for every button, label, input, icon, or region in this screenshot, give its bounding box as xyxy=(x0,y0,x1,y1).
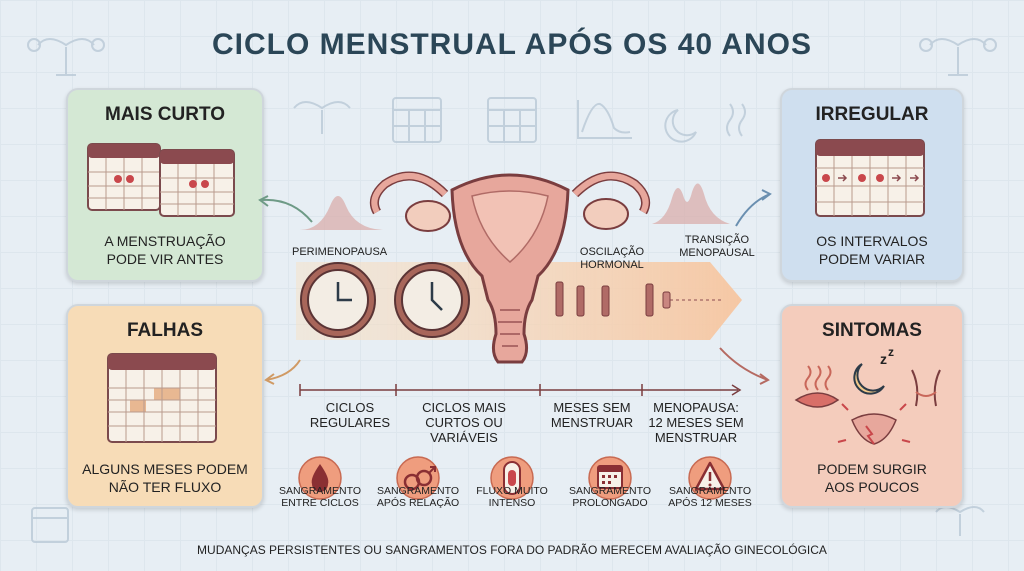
faint-moon-icon xyxy=(664,109,697,143)
clock-icon xyxy=(394,262,470,338)
pelvic-pain-icon xyxy=(837,403,911,445)
card-title: MAIS CURTO xyxy=(105,104,225,125)
faint-calendar-icon xyxy=(31,507,69,543)
warning-label: SANGRAMENTO PROLONGADO xyxy=(568,485,652,509)
stage-ciclos-regulares: CICLOS REGULARES xyxy=(309,400,391,430)
card-title: SINTOMAS xyxy=(822,320,922,341)
card-text: ALGUNS MESES PODEM NÃO TER FLUXO xyxy=(82,461,248,495)
card-text: A MENSTRUAÇÃO PODE VIR ANTES xyxy=(104,233,226,267)
arrow-to-sintomas xyxy=(719,347,769,381)
phase-label-perimenopausa: PERIMENOPAUSA xyxy=(292,246,388,258)
moon-sleep-icon: z z xyxy=(853,345,894,395)
hormone-wave-left xyxy=(300,196,386,230)
faint-uterus-icon xyxy=(919,38,997,76)
arrow-to-mais-curto xyxy=(261,198,313,223)
calendar-icon xyxy=(107,353,217,443)
blood-drop-icon xyxy=(298,456,342,500)
body-icon xyxy=(911,369,941,407)
clock-icon xyxy=(300,262,376,338)
warning-label: SANGRAMENTO APÓS 12 MESES xyxy=(668,485,752,509)
warning-label: FLUXO MUITO INTENSO xyxy=(476,485,548,509)
card-text: OS INTERVALOS PODEM VARIAR xyxy=(816,233,928,267)
faint-calendar-icon xyxy=(487,97,537,143)
faint-uterus-icon xyxy=(293,101,351,134)
lips-icon xyxy=(794,392,840,408)
faint-chart-icon xyxy=(577,100,632,139)
stage-menopausa: MENOPAUSA: 12 MESES SEM MENSTRUAR xyxy=(648,400,744,445)
card-sintomas: SINTOMAS PODEM SURGIR AOS POUCOS xyxy=(780,304,964,508)
stage-meses-sem-menstruar: MESES SEM MENSTRUAR xyxy=(550,400,634,430)
faint-uterus-icon xyxy=(27,38,105,76)
uterus-illustration xyxy=(369,171,651,364)
faint-calendar-icon xyxy=(392,97,442,143)
calendar-icon xyxy=(159,149,235,217)
couple-symbol-icon xyxy=(396,456,440,500)
arrow-to-falhas xyxy=(265,359,301,381)
faint-heat-icon xyxy=(726,103,746,137)
phase-label-oscilacao: OSCILAÇÃO HORMONAL xyxy=(579,246,645,271)
calendar-icon xyxy=(87,143,161,211)
hormone-wave-right xyxy=(652,183,730,224)
phase-label-transicao: TRANSIÇÃO MENOPAUSAL xyxy=(679,234,755,259)
svg-text:z: z xyxy=(880,351,887,367)
flow-bars xyxy=(555,281,671,317)
warning-label: SANGRAMENTO APÓS RELAÇÃO xyxy=(376,485,460,509)
page-title: CICLO MENSTRUAL APÓS OS 40 ANOS xyxy=(212,28,812,61)
card-text: PODEM SURGIR AOS POUCOS xyxy=(817,461,927,495)
footer-note: MUDANÇAS PERSISTENTES OU SANGRAMENTOS FO… xyxy=(197,543,827,557)
warning-icon xyxy=(688,456,732,500)
calendar-icon xyxy=(588,456,632,500)
svg-text:z: z xyxy=(888,345,894,359)
pad-icon xyxy=(490,456,534,500)
card-title: IRREGULAR xyxy=(815,104,929,125)
card-title: FALHAS xyxy=(127,320,203,341)
hot-flash-icon xyxy=(804,365,832,391)
calendar-icon xyxy=(815,139,925,217)
stage-ciclos-variaveis: CICLOS MAIS CURTOS OU VARIÁVEIS xyxy=(422,400,506,445)
timeline-axis xyxy=(299,384,742,396)
warning-label: SANGRAMENTO ENTRE CICLOS xyxy=(278,485,362,509)
